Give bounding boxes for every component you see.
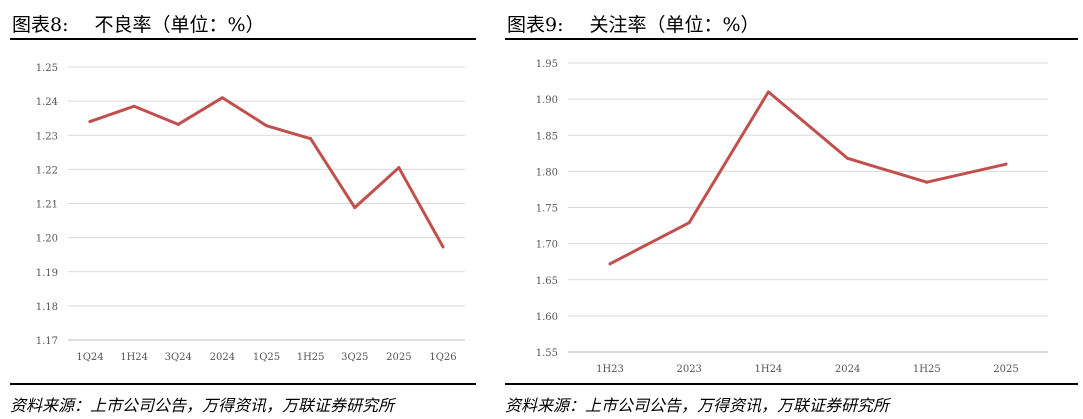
y-tick-label: 1.95 [536,59,558,70]
data-point [88,120,92,124]
left-chart-title: 图表8: 不良率（单位：%） [12,10,265,37]
left-chart-box: 1.25 1.24 1.23 1.22 1.21 1.20 1.19 1.18 1.17 1Q24… [10,40,476,385]
data-point [441,245,445,249]
right-fig-label: 图表9: [507,14,564,36]
right-title-bar: 图表9: 关注率（单位：%） [505,6,1078,40]
y-tick-label: 1.55 [536,348,558,359]
x-tick-label: 2023 [676,364,701,375]
x-tick-label: 1Q26 [429,352,456,363]
y-tick-label: 1.75 [536,204,558,215]
y-tick-label: 1.70 [536,240,558,251]
data-point [1004,162,1008,166]
data-point [176,122,180,126]
data-point [132,104,136,108]
y-tick-label: 1.85 [536,131,558,142]
x-tick-label: 2025 [993,364,1018,375]
y-tick-label: 1.23 [36,131,58,142]
y-tick-label: 1.60 [536,312,558,323]
y-tick-label: 1.24 [36,97,58,108]
y-tick-label: 1.90 [536,95,558,106]
x-tick-label: 1H23 [596,364,624,375]
data-point [353,206,357,210]
x-tick-label: 3Q25 [341,352,368,363]
right-panel: 图表9: 关注率（单位：%） 1.95 1.90 1.85 1.80 1.75 1.70 1.… [505,0,1078,419]
data-point [397,166,401,170]
x-tick-label: 1H25 [297,352,325,363]
right-chart-title: 图表9: 关注率（单位：%） [507,10,760,37]
data-point [265,124,268,128]
x-tick-label: 2024 [210,352,235,363]
x-tick-label: 1Q25 [253,352,280,363]
y-tick-label: 1.22 [36,165,58,176]
data-point [687,221,691,225]
right-title-text: 关注率（单位：%） [589,14,760,36]
data-point [766,90,770,94]
npl-ratio-chart: 1.25 1.24 1.23 1.22 1.21 1.20 1.19 1.18 1.17 1Q24… [36,63,465,363]
y-tick-label: 1.25 [36,63,58,74]
y-tick-label: 1.80 [536,167,558,178]
y-tick-label: 1.65 [536,276,558,287]
left-title-text: 不良率（单位：%） [94,14,265,36]
y-tick-label: 1.17 [36,336,58,347]
left-fig-label: 图表8: [12,14,69,36]
left-panel: 图表8: 不良率（单位：%） 1.25 1.24 1.23 1.22 1.21 1.20 1.… [10,0,476,419]
y-tick-label: 1.18 [36,302,58,313]
data-point [220,96,224,100]
special-mention-ratio-chart: 1.95 1.90 1.85 1.80 1.75 1.70 1.65 1.60 1.55 1H23… [536,59,1048,375]
series-line [608,90,1008,266]
data-point [309,137,313,141]
y-tick-label: 1.19 [36,268,58,279]
left-title-bar: 图表8: 不良率（单位：%） [10,6,476,40]
x-tick-label: 3Q24 [165,352,192,363]
x-tick-label: 1H24 [120,352,148,363]
data-point [925,180,929,184]
x-tick-label: 2025 [386,352,411,363]
x-tick-label: 1H24 [754,364,782,375]
right-source-note: 资料来源：上市公司公告，万得资讯，万联证券研究所 [505,396,890,415]
left-source-note: 资料来源：上市公司公告，万得资讯，万联证券研究所 [10,396,395,415]
data-point [608,262,612,266]
x-tick-label: 1Q24 [76,352,103,363]
y-tick-label: 1.20 [36,234,58,245]
y-tick-label: 1.21 [36,200,58,211]
series-line [88,96,445,249]
right-chart-box: 1.95 1.90 1.85 1.80 1.75 1.70 1.65 1.60 1.55 1H23… [505,40,1078,385]
x-tick-label: 2024 [835,364,860,375]
x-tick-label: 1H25 [913,364,941,375]
data-point [846,156,850,160]
